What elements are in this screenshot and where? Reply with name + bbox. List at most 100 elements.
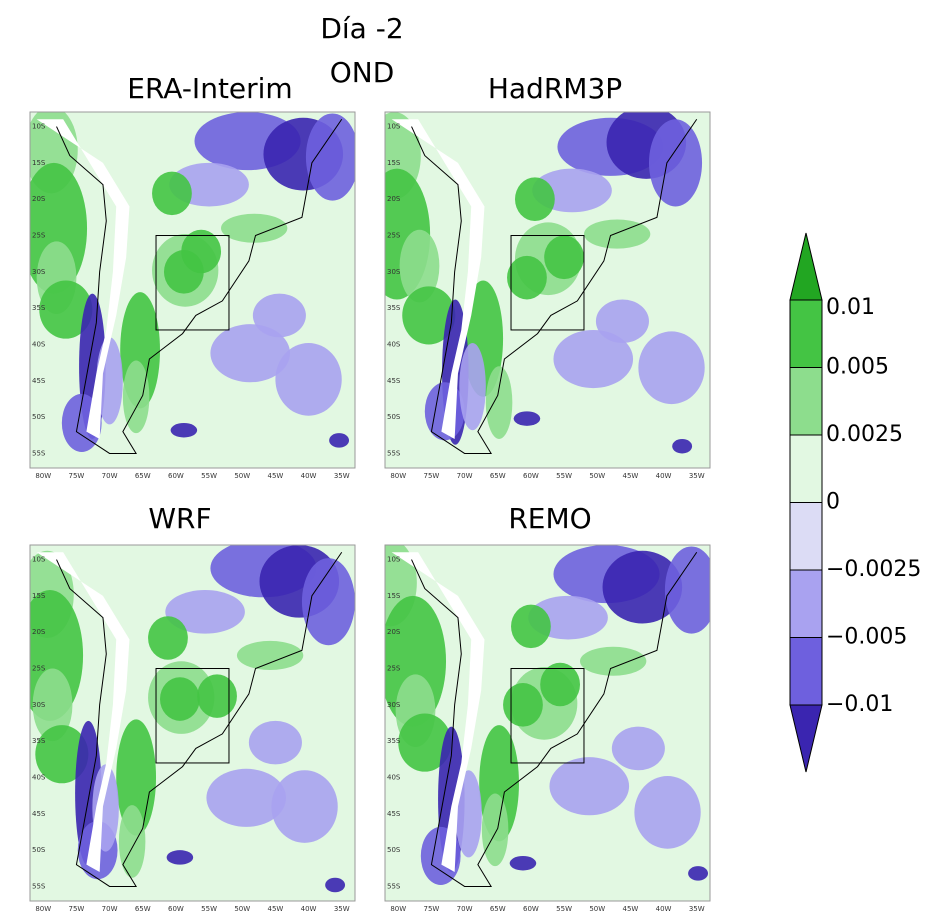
panel-title: ERA-Interim <box>127 72 292 105</box>
map-blob <box>210 324 290 383</box>
map-blob <box>248 720 302 765</box>
lat-label: 35S <box>387 737 401 745</box>
lat-label: 25S <box>32 232 46 240</box>
map-panel: 10S 15S 20S 25S 30S 35S 40S 45S 50S 55S 80W 75W 70W 6… <box>29 544 356 913</box>
masked-andes <box>391 552 485 872</box>
lon-label: 45W <box>267 905 283 913</box>
lat-label: 40S <box>387 773 401 781</box>
map-blob <box>122 360 150 434</box>
map-blob <box>513 411 541 426</box>
lat-label: 35S <box>32 304 46 312</box>
map-blob <box>672 438 693 454</box>
lat-label: 20S <box>32 195 46 203</box>
lon-label: 55W <box>201 905 217 913</box>
map-blob <box>165 590 245 634</box>
map-blob <box>305 113 355 201</box>
panel-title: HadRM3P <box>488 72 622 105</box>
map-blob <box>152 171 192 216</box>
colorbar-extension-low <box>789 704 823 773</box>
map-blob <box>402 286 456 345</box>
map-blob <box>325 877 346 893</box>
lon-label: 35W <box>334 472 350 480</box>
map-blob <box>148 616 188 660</box>
map-blob <box>544 235 584 280</box>
map-blob <box>35 725 89 784</box>
lat-label: 20S <box>387 195 401 203</box>
lon-label: 45W <box>267 472 283 480</box>
colorbar-segment <box>789 569 823 638</box>
lat-label: 10S <box>387 123 401 131</box>
lat-label: 45S <box>387 377 401 385</box>
map-blob <box>399 229 440 303</box>
lat-label: 55S <box>32 882 46 890</box>
lon-label: 50W <box>589 905 605 913</box>
map-blob <box>580 646 647 676</box>
colorbar-segment <box>789 637 823 706</box>
lat-label: 15S <box>32 159 46 167</box>
lon-label: 75W <box>424 472 440 480</box>
lat-label: 20S <box>32 628 46 636</box>
map-blob <box>638 331 705 405</box>
lon-label: 65W <box>135 472 151 480</box>
colorbar-label: 0 <box>826 490 840 515</box>
lon-label: 75W <box>69 472 85 480</box>
map-blob <box>301 558 355 646</box>
map-field <box>30 545 355 901</box>
map-blob <box>481 793 509 867</box>
lon-label: 80W <box>390 905 406 913</box>
lon-label: 65W <box>135 905 151 913</box>
lat-label: 20S <box>387 628 401 636</box>
coastline <box>56 118 343 454</box>
map-blob <box>329 433 350 448</box>
lat-label: 30S <box>387 268 401 276</box>
map-blob <box>540 662 580 707</box>
coastline <box>411 118 698 454</box>
map-blob <box>170 422 198 438</box>
map-blob <box>118 805 146 878</box>
map-blob <box>511 604 551 649</box>
map-blob <box>602 550 683 624</box>
map-blob <box>197 674 237 718</box>
map-frame <box>29 111 356 469</box>
map-frame <box>29 544 356 902</box>
lon-label: 75W <box>424 905 440 913</box>
map-blob <box>116 719 157 836</box>
lat-label: 30S <box>32 268 46 276</box>
lon-label: 35W <box>689 905 705 913</box>
map-blob <box>252 293 306 338</box>
lat-label: 35S <box>32 737 46 745</box>
lon-label: 35W <box>334 905 350 913</box>
masked-andes <box>391 119 485 439</box>
colorbar-label: −0.0025 <box>826 557 921 582</box>
map-blob <box>221 213 288 243</box>
map-blob <box>515 177 555 221</box>
lon-label: 40W <box>656 905 672 913</box>
map-blob <box>455 770 482 858</box>
colorbar-segment <box>789 502 823 571</box>
map-blob <box>688 866 709 881</box>
colorbar-segment <box>789 367 823 436</box>
lat-label: 55S <box>387 449 401 457</box>
colorbar-segment <box>789 434 823 503</box>
study-box <box>510 235 585 331</box>
study-box <box>155 235 230 331</box>
map-blob <box>160 677 200 721</box>
lat-label: 15S <box>387 592 401 600</box>
lat-label: 50S <box>387 413 401 421</box>
map-blob <box>39 280 93 339</box>
lon-label: 80W <box>35 905 51 913</box>
colorbar-label: 0.01 <box>826 295 875 320</box>
map-frame <box>384 111 711 469</box>
map-field <box>30 112 355 468</box>
figure-subtitle: OND <box>330 56 395 89</box>
lat-label: 15S <box>32 592 46 600</box>
lon-label: 55W <box>556 905 572 913</box>
lon-label: 75W <box>69 905 85 913</box>
colorbar-label: 0.005 <box>826 355 889 380</box>
map-blob <box>32 668 73 742</box>
map-panel: 10S 15S 20S 25S 30S 35S 40S 45S 50S 55S 80W 75W 70W 6… <box>29 111 356 480</box>
map-blob <box>163 250 204 294</box>
colorbar-label: −0.005 <box>826 625 907 650</box>
lat-label: 15S <box>387 159 401 167</box>
study-box <box>155 668 230 764</box>
